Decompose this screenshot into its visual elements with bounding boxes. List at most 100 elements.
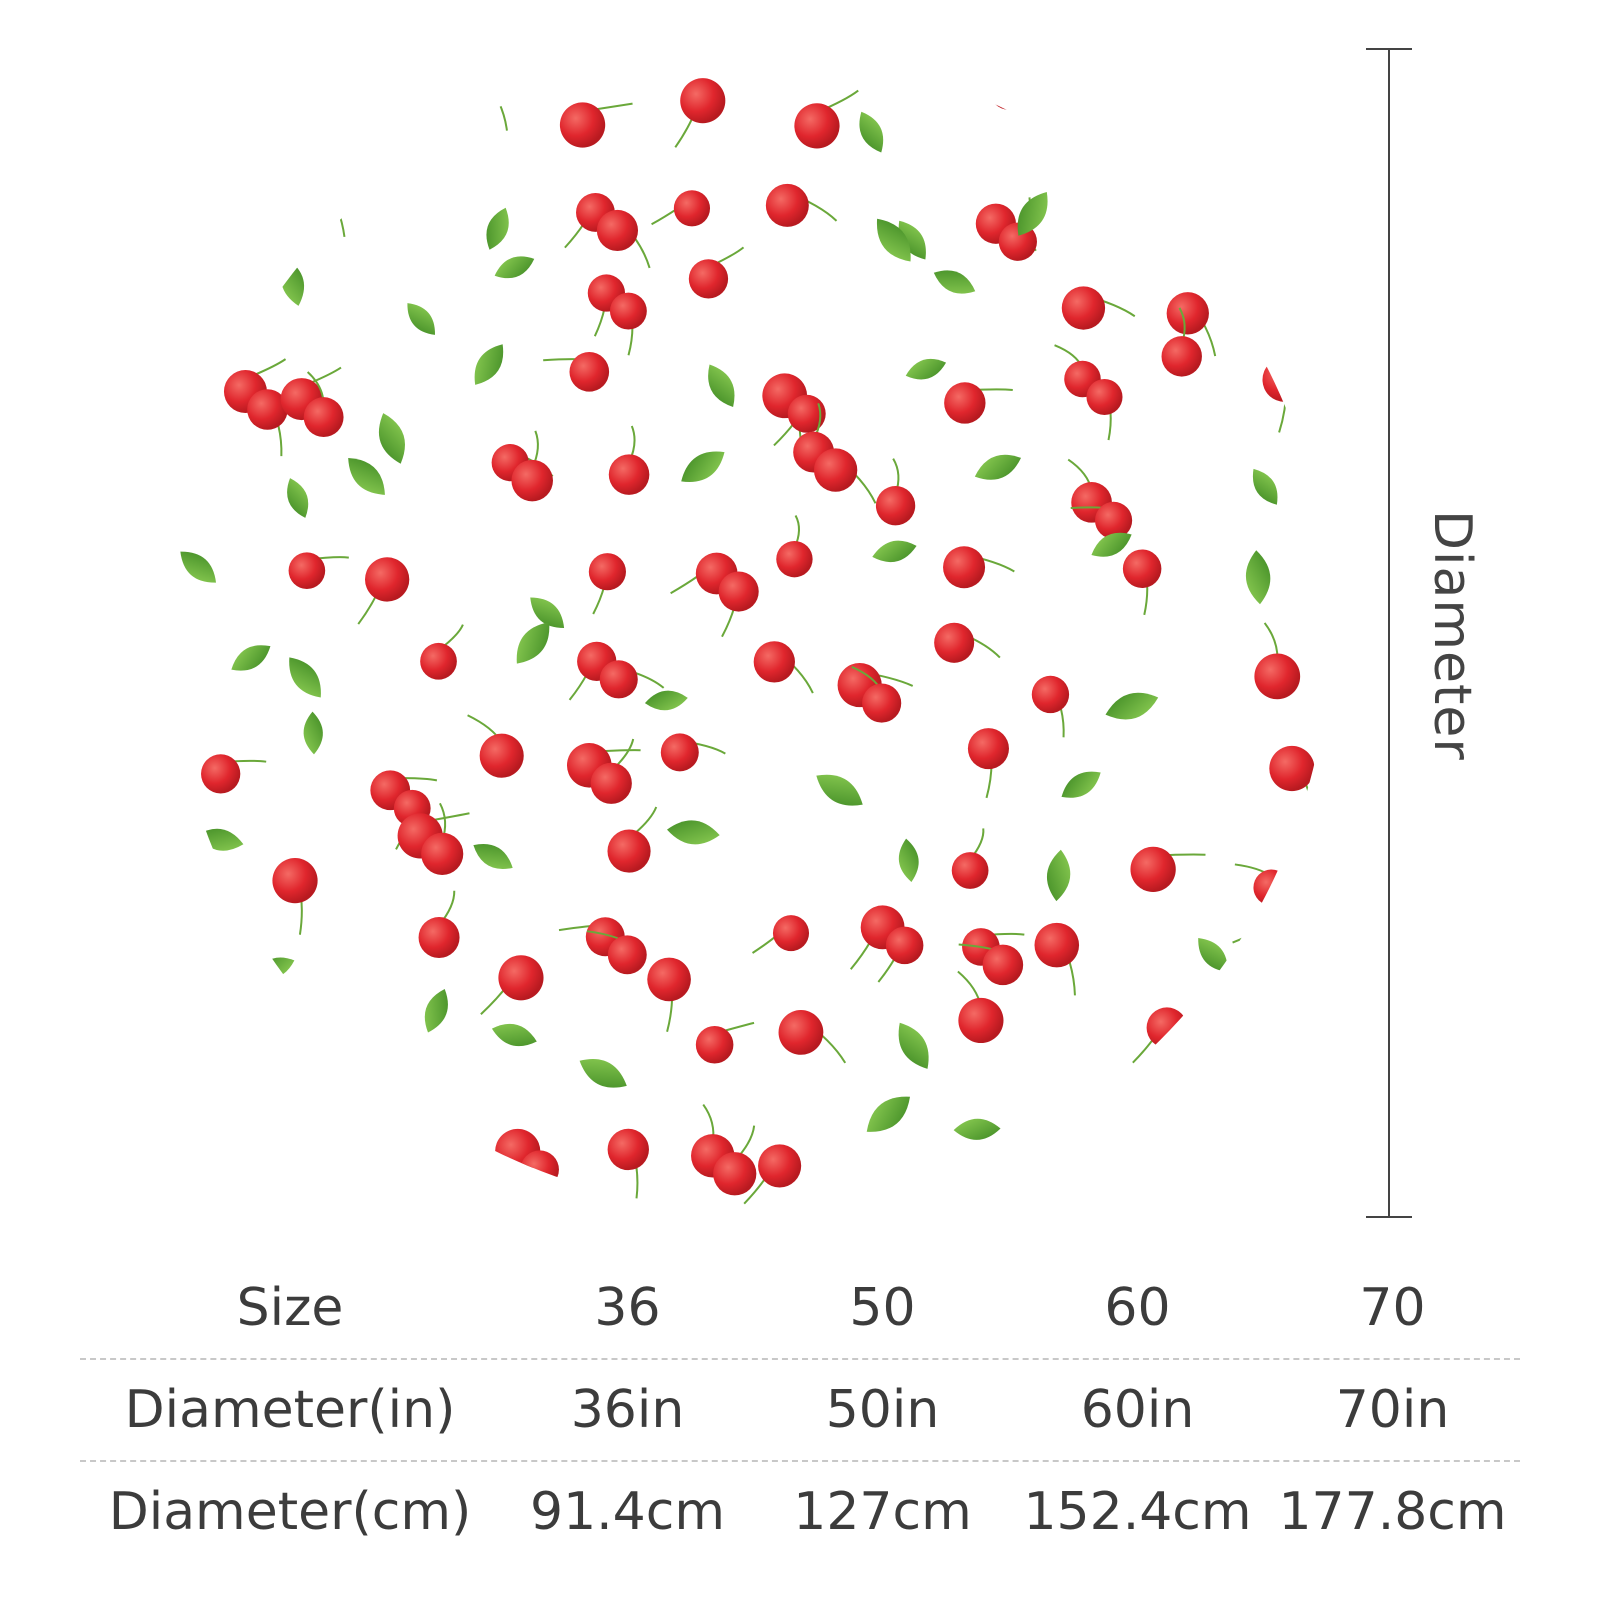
leaf-icon: [231, 645, 271, 671]
leaf-icon: [378, 413, 405, 464]
leaf-icon: [491, 1023, 537, 1047]
cherry-icon: [1061, 286, 1136, 330]
cherry-icon: [951, 828, 989, 889]
leaf-icon: [866, 1096, 911, 1132]
leaf-icon: [1105, 692, 1159, 720]
cherry-icon: [247, 389, 288, 457]
cherry-icon: [1161, 307, 1202, 377]
cherry-icon: [250, 1042, 319, 1092]
cherry-icon: [421, 802, 464, 875]
cherry-icon: [1253, 97, 1314, 135]
leaf-icon: [644, 690, 688, 711]
size-cell: 177.8cm: [1278, 1482, 1507, 1542]
leaf-icon: [953, 1118, 1001, 1140]
leaf-icon: [859, 111, 884, 153]
cherry-icon: [494, 1150, 559, 1189]
cherry-icon: [877, 926, 924, 983]
cherry-icon: [743, 1144, 802, 1205]
cherry-icon: [1233, 1050, 1295, 1087]
cherry-icon: [586, 930, 647, 975]
cherry-icon: [713, 1125, 757, 1196]
diameter-in-row: Diameter(in) 36in 50in 60in 70in: [80, 1358, 1520, 1460]
cherry-icon: [718, 571, 759, 638]
leaf-icon: [877, 218, 911, 262]
leaf-icon: [1252, 468, 1278, 505]
cherry-icon: [944, 382, 1013, 424]
size-cell: 50: [849, 1278, 916, 1338]
cherry-icon: [418, 890, 460, 959]
leaf-icon: [180, 551, 217, 583]
cherry-icon: [1086, 378, 1123, 441]
leaf-icon: [708, 364, 735, 408]
leaf-icon: [898, 1022, 929, 1069]
leaf-icon: [424, 988, 448, 1033]
cherry-icon: [420, 624, 464, 680]
leaf-icon: [287, 478, 309, 518]
cherry-icon: [651, 190, 711, 227]
diameter-label: Diameter: [1422, 510, 1482, 761]
cherry-icon: [776, 515, 813, 578]
cherry-icon: [1286, 351, 1327, 418]
size-cell: 70: [1359, 1278, 1426, 1338]
cherry-icon: [467, 714, 524, 778]
leaf-icon: [905, 359, 947, 380]
cherry-icon: [943, 546, 1015, 589]
cherry-icon: [543, 352, 610, 392]
diameter-dimension-line: [1360, 48, 1420, 1218]
cherry-icon: [1143, 1124, 1205, 1179]
size-cell: 152.4cm: [1023, 1482, 1252, 1542]
cherry-icon: [407, 50, 447, 110]
cherry-icon: [288, 552, 349, 589]
cherry-icon: [1248, 1093, 1323, 1138]
row-header: Diameter(in): [124, 1380, 456, 1440]
leaf-icon: [816, 774, 863, 806]
leaf-icon: [1091, 532, 1132, 557]
cherry-icon: [957, 970, 1004, 1044]
leaf-icon: [1017, 192, 1048, 236]
size-cell: 50in: [825, 1380, 940, 1440]
cherry-icon: [298, 1123, 356, 1174]
cherry-icon: [303, 371, 344, 438]
row-header: Size: [236, 1278, 344, 1338]
cherry-icon: [1130, 846, 1206, 893]
cherry-icon: [212, 1047, 283, 1090]
cherry-icon: [511, 430, 553, 502]
leaf-icon: [289, 657, 321, 698]
cherry-icon: [967, 728, 1009, 799]
cherry-icon: [217, 1160, 282, 1201]
cherry-icon: [1070, 501, 1133, 539]
size-cell: 36in: [570, 1380, 685, 1440]
diameter-cm-row: Diameter(cm) 91.4cm 127cm 152.4cm 177.8c…: [80, 1460, 1520, 1562]
cherry-icon: [588, 553, 626, 615]
cherry-icon: [674, 78, 726, 148]
cherry-icon: [934, 622, 1001, 663]
leaf-icon: [303, 711, 323, 755]
dimension-bar: [1388, 48, 1390, 1218]
tablecloth-circle: [170, 50, 1330, 1210]
size-cell: 91.4cm: [529, 1482, 726, 1542]
leaf-icon: [666, 820, 720, 845]
leaf-icon: [974, 454, 1022, 480]
leaf-icon: [1245, 550, 1271, 605]
leaf-icon: [474, 344, 504, 385]
cherry-icon: [609, 292, 647, 356]
size-row: Size 36 50 60 70: [80, 1258, 1520, 1358]
cherry-icon: [607, 806, 658, 873]
round-tablecloth-image: [170, 50, 1330, 1210]
cherry-icon: [372, 1129, 428, 1172]
cherry-icon: [1031, 675, 1070, 738]
cherry-icon: [241, 50, 309, 93]
cherry-icon: [559, 102, 633, 148]
leaf-icon: [579, 1059, 627, 1088]
cherry-icon: [596, 209, 651, 269]
cherry-icon: [599, 660, 665, 699]
leaf-icon: [872, 540, 917, 563]
cherry-icon: [480, 955, 544, 1015]
leaf-icon: [933, 270, 976, 294]
size-table: Size 36 50 60 70 Diameter(in) 36in 50in …: [80, 1258, 1520, 1562]
cherry-icon: [1034, 922, 1080, 996]
cherry-icon: [590, 738, 635, 804]
leaf-icon: [1277, 288, 1299, 335]
leaf-icon: [681, 451, 725, 482]
leaf-icon: [348, 458, 385, 495]
